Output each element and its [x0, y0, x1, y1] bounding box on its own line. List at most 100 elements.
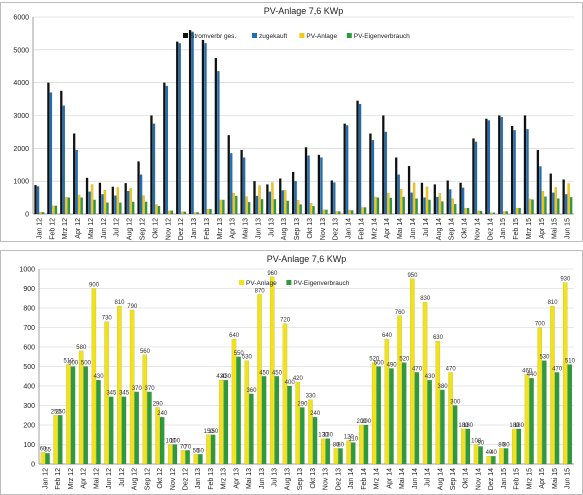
- chart2-bar-pv-anlage: [486, 456, 492, 465]
- chart2-data-label: 460: [522, 368, 533, 374]
- chart2-y-tick-label: 0: [31, 462, 35, 469]
- chart2-bar-pv-eigenverbrauch: [325, 438, 331, 465]
- chart1-x-tick-label: Feb 14: [358, 218, 365, 240]
- chart1-bar-pv-eigenverbrauch: [389, 197, 393, 215]
- chart1-bar-zugekauft: [423, 197, 426, 215]
- chart2-bar-pv-anlage: [397, 315, 402, 465]
- chart2-bar-pv-anlage: [384, 339, 390, 465]
- chart1-bar-stromverbr-ges: [407, 165, 411, 215]
- chart1-bar-pv-eigenverbrauch: [273, 199, 277, 215]
- chart2-y-tick-label: 700: [23, 325, 35, 332]
- chart2-data-label: 510: [565, 359, 576, 365]
- pv-production-chart-svg: PV-Anlage 7,6 KWp 0 100 200 300 400 500 600 700 8…: [19, 254, 576, 490]
- chart2-data-label: 760: [395, 310, 406, 316]
- chart2-data-label: 500: [374, 361, 385, 367]
- chart2-bar-pv-eigenverbrauch: [452, 405, 458, 465]
- chart2-x-tick-label: Jul 13: [272, 468, 279, 487]
- chart1-bar-pv-eigenverbrauch: [479, 210, 483, 215]
- chart2-x-tick-label: Apr 14: [386, 468, 393, 489]
- chart1-bar-zugekauft: [229, 153, 233, 215]
- chart1-bar-pv-anlage: [490, 212, 493, 215]
- chart2-bar-pv-eigenverbrauch: [236, 356, 241, 465]
- chart2-bar-pv-anlage: [320, 438, 326, 465]
- chart2-bar-pv-anlage: [53, 415, 58, 465]
- chart2-bar-pv-anlage: [282, 323, 288, 465]
- chart1-bar-zugekauft: [564, 194, 568, 215]
- chart1-bar-zugekauft: [358, 103, 362, 215]
- chart2-x-tick-label: Nov 13: [323, 468, 330, 490]
- chart1-bar-pv-eigenverbrauch: [131, 201, 135, 215]
- chart2-y-tick-label: 1000: [19, 267, 35, 274]
- chart1-bar-pv-anlage: [477, 210, 480, 215]
- chart1-bar-pv-anlage: [193, 212, 197, 215]
- chart1-bar-stromverbr-ges: [124, 182, 127, 215]
- chart1-bar-stromverbr-ges: [60, 90, 63, 215]
- chart1-bar-pv-anlage: [284, 190, 287, 215]
- chart2-x-tick-label: Sep 12: [144, 468, 151, 490]
- chart1-bar-pv-anlage: [451, 198, 454, 215]
- chart1-bar-stromverbr-ges: [304, 147, 308, 215]
- chart2-bar-pv-eigenverbrauch: [465, 428, 471, 465]
- chart2-bar-pv-anlage: [473, 444, 479, 465]
- chart2-bar-pv-anlage: [244, 360, 250, 465]
- chart2-bar-pv-eigenverbrauch: [172, 444, 178, 465]
- chart1-x-tick-label: Apr 13: [230, 218, 237, 239]
- chart2-bar-pv-anlage: [499, 448, 504, 465]
- chart1-legend-swatch: [183, 33, 188, 38]
- chart2-data-label: 490: [387, 362, 398, 368]
- chart2-bar-pv-anlage: [168, 444, 173, 465]
- chart2-x-tick-label: Mrz 14: [374, 468, 381, 490]
- chart1-bar-pv-eigenverbrauch: [453, 203, 457, 215]
- chart1-bar-zugekauft: [539, 166, 542, 215]
- chart2-data-label: 110: [349, 437, 359, 443]
- chart1-legend-label: PV-Eigenverbrauch: [354, 33, 410, 40]
- chart2-data-label: 120: [344, 435, 355, 441]
- chart2-bar-pv-anlage: [562, 282, 568, 465]
- chart1-bar-pv-anlage: [309, 203, 313, 215]
- chart1-bar-pv-anlage: [77, 194, 81, 215]
- chart2-bar-pv-eigenverbrauch: [312, 417, 318, 465]
- chart1-bar-pv-eigenverbrauch: [544, 196, 547, 215]
- chart2-data-label: 370: [145, 386, 156, 392]
- chart2-bar-pv-eigenverbrauch: [401, 362, 407, 465]
- chart2-data-label: 700: [535, 322, 546, 328]
- chart1-bar-stromverbr-ges: [523, 115, 527, 215]
- chart2-bar-pv-eigenverbrauch: [516, 428, 522, 465]
- chart1-y-tick-label: 5000: [13, 47, 29, 54]
- chart1-bar-pv-anlage: [348, 209, 351, 215]
- chart2-x-tick-label: Apr 15: [539, 468, 546, 489]
- chart2-y-tick-label: 100: [23, 442, 35, 449]
- chart1-bar-pv-eigenverbrauch: [106, 202, 109, 215]
- chart1-bar-zugekauft: [397, 174, 400, 215]
- chart2-bar-pv-anlage: [448, 372, 453, 465]
- chart2-y-tick-label: 900: [23, 286, 35, 293]
- chart2-data-label: 40: [490, 450, 497, 456]
- chart2-x-tick-label: Feb 14: [361, 468, 368, 490]
- chart2-x-tick-label: Mai 12: [93, 468, 100, 489]
- chart2-data-label: 345: [106, 391, 117, 397]
- chart2-data-label: 100: [471, 439, 482, 445]
- chart2-bar-pv-anlage: [524, 374, 530, 465]
- chart1-bar-pv-eigenverbrauch: [569, 197, 573, 215]
- chart2-data-label: 720: [280, 318, 291, 324]
- chart2-bar-pv-anlage: [422, 302, 428, 465]
- chart2-data-label: 60: [40, 446, 47, 452]
- chart2-data-label: 430: [216, 374, 227, 380]
- chart2-bar-pv-eigenverbrauch: [274, 376, 280, 465]
- chart2-bar-pv-eigenverbrauch: [249, 393, 254, 465]
- chart1-bar-pv-anlage: [232, 192, 236, 215]
- chart2-data-label: 900: [89, 283, 100, 289]
- chart1-x-tick-label: Apr 12: [75, 218, 82, 239]
- chart1-bar-zugekauft: [139, 174, 143, 215]
- chart1-bar-stromverbr-ges: [111, 186, 115, 215]
- chart1-bar-pv-anlage: [387, 192, 390, 215]
- chart1-bar-pv-anlage: [425, 186, 429, 215]
- chart2-data-label: 580: [76, 345, 87, 351]
- chart2-data-label: 55: [44, 447, 51, 453]
- chart1-bar-pv-anlage: [335, 211, 339, 215]
- pv-production-chart: PV-Anlage 7,6 KWp 0 100 200 300 400 500 600 700 8…: [0, 250, 583, 495]
- chart1-bar-zugekauft: [294, 181, 297, 215]
- chart2-bar-pv-anlage: [142, 354, 148, 465]
- chart1-x-tick-label: Sep 14: [449, 218, 456, 240]
- chart2-bar-pv-eigenverbrauch: [376, 366, 381, 465]
